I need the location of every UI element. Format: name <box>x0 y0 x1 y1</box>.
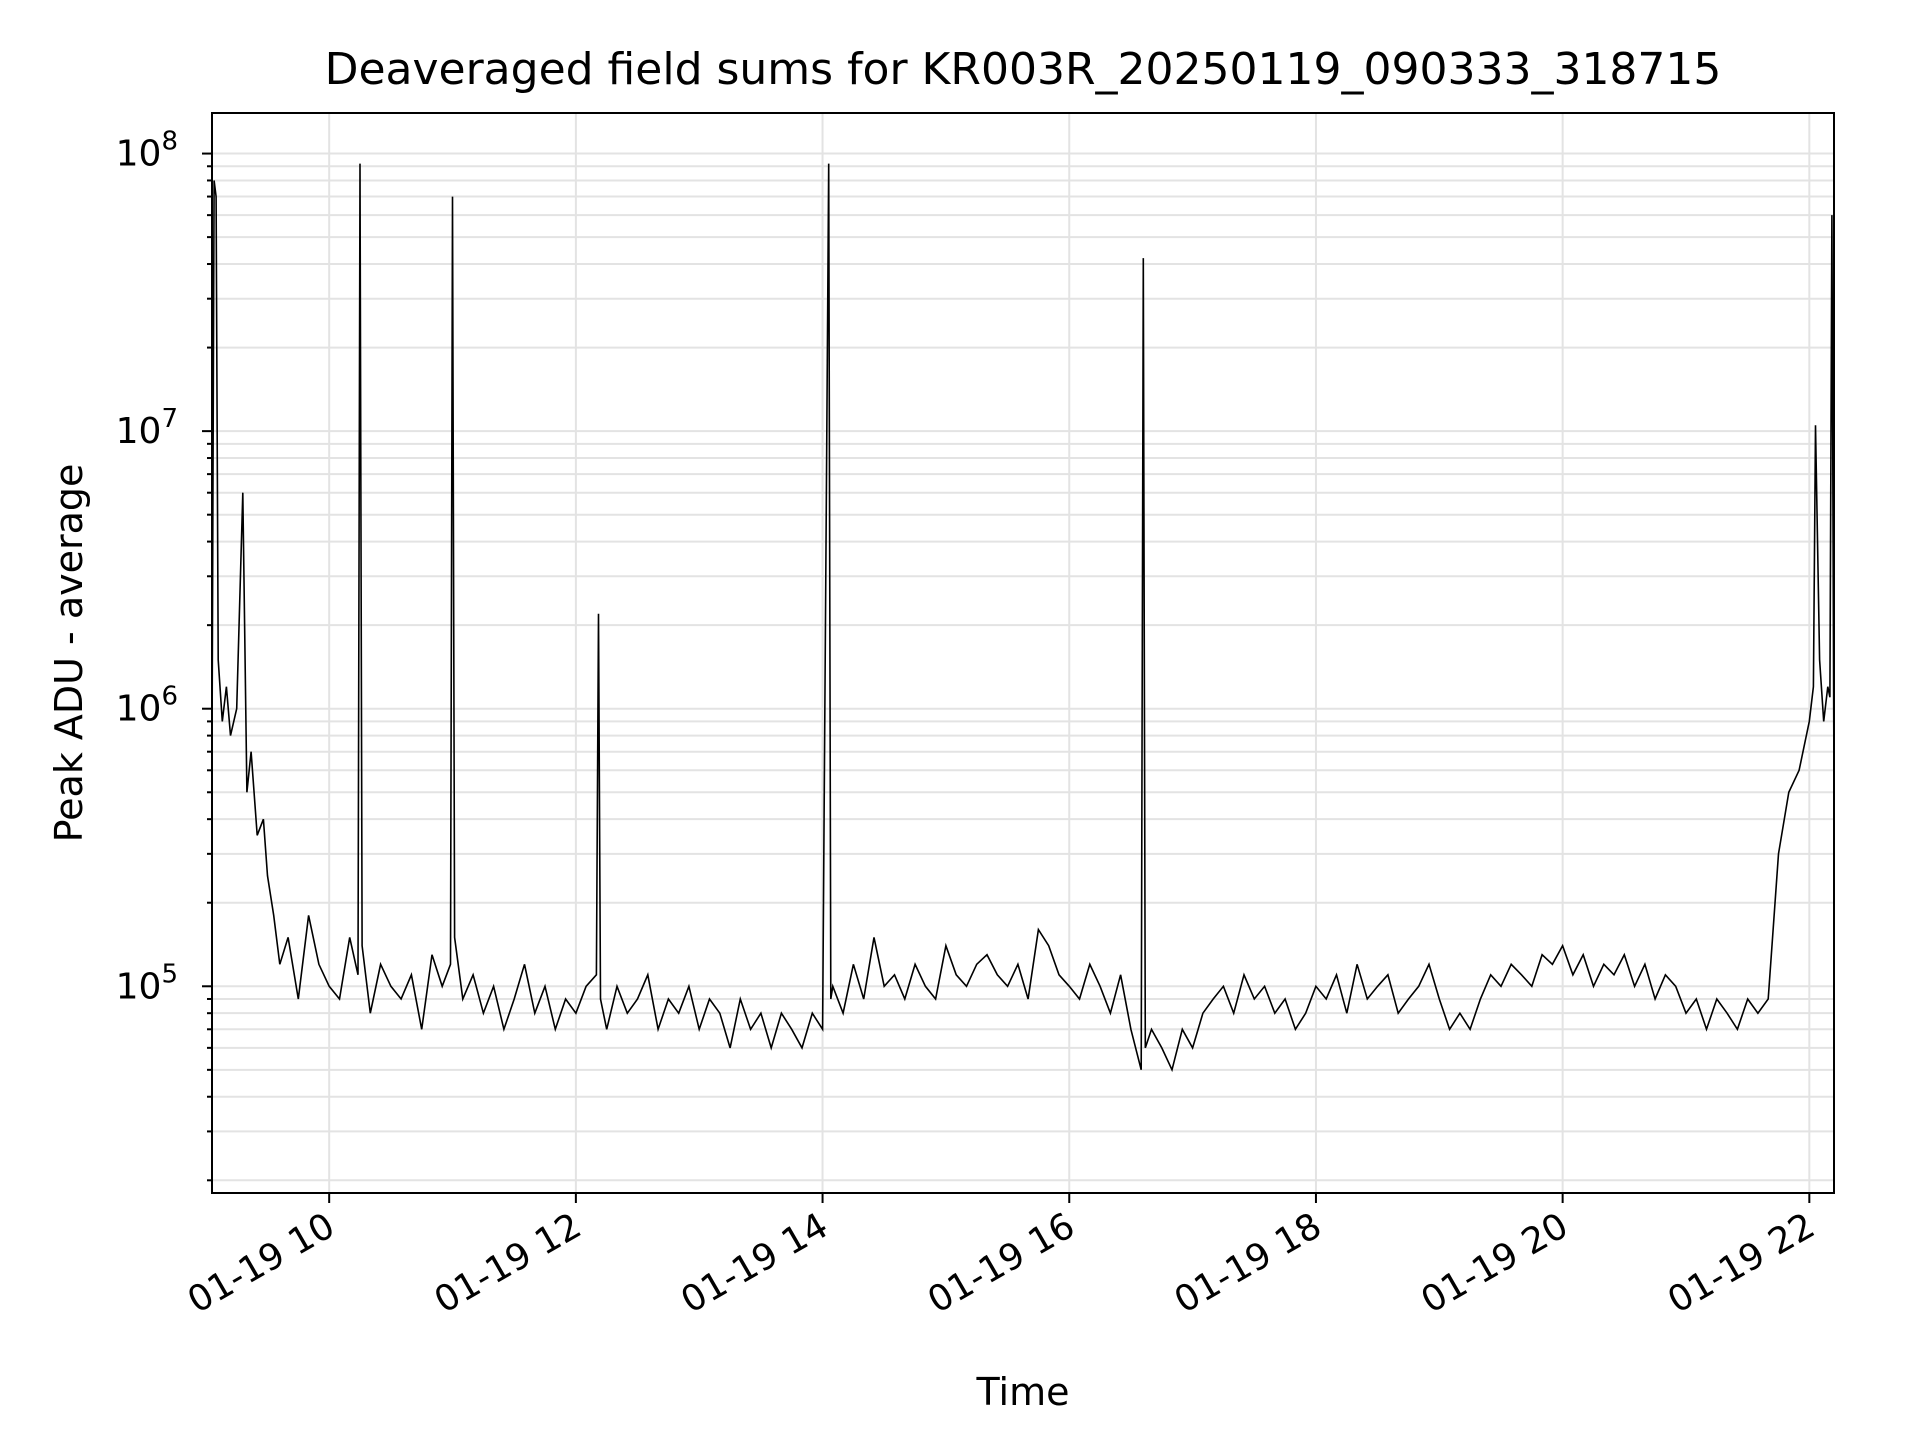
y-tick-label: 106 <box>116 682 178 730</box>
minor-gridlines <box>212 165 1834 1182</box>
series-layer <box>211 163 1835 1073</box>
y-tick-label: 107 <box>116 404 178 452</box>
x-axis-label: Time <box>976 1370 1070 1414</box>
plot-frame <box>211 112 1835 1194</box>
chart-title: Deaveraged field sums for KR003R_2025011… <box>325 44 1722 95</box>
y-axis: 105 106 107 108 <box>116 127 212 1182</box>
y-tick-label: 108 <box>116 127 178 175</box>
y-tick-label: 105 <box>116 959 178 1007</box>
y-axis-label: Peak ADU - average <box>47 464 91 843</box>
series-line-1 <box>211 163 1835 1073</box>
